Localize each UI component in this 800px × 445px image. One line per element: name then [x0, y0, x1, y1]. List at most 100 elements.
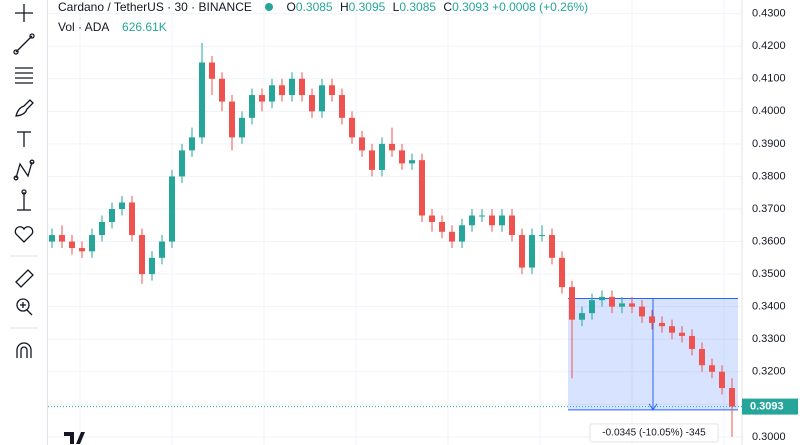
y-tick-label: 0.3200 — [752, 366, 786, 378]
candle-body — [729, 388, 735, 407]
y-tick-label: 0.4100 — [752, 73, 786, 85]
y-tick-label: 0.3300 — [752, 333, 786, 345]
candle-body — [629, 303, 635, 307]
candle-body — [369, 150, 375, 170]
candle-body — [159, 241, 165, 258]
trend-line-tool[interactable] — [13, 33, 35, 55]
y-tick-label: 0.3500 — [752, 268, 786, 280]
symbol[interactable]: Cardano / TetherUS · 30 · BINANCE — [58, 0, 252, 14]
candle-body — [409, 160, 415, 164]
candle-body — [389, 143, 395, 151]
candle-body — [559, 257, 565, 288]
candle-body — [459, 225, 465, 242]
measure-label-bg — [589, 423, 719, 443]
y-tick-label: 0.4000 — [752, 105, 786, 117]
candle-body — [709, 365, 715, 372]
candle-body — [269, 85, 275, 102]
fib-tool[interactable] — [15, 67, 33, 84]
candle-body — [279, 85, 285, 96]
candle-body — [49, 235, 55, 242]
candle-body — [329, 85, 335, 96]
candle-body — [359, 137, 365, 151]
candle-body — [259, 95, 265, 102]
measure-arrowhead — [648, 403, 658, 411]
candle-body — [589, 300, 595, 314]
candle-body — [59, 235, 65, 242]
candle-body — [99, 222, 105, 236]
candle-body — [599, 296, 605, 301]
candle-body — [319, 85, 325, 112]
ruler-tool[interactable] — [15, 269, 34, 288]
text-tool[interactable] — [17, 131, 31, 147]
volume-value: 626.61K — [122, 20, 167, 34]
candle-body — [479, 215, 485, 217]
ohlc-key: O — [286, 0, 296, 14]
ohlc-key: C — [443, 0, 453, 14]
y-tick-label: 0.3800 — [752, 170, 786, 182]
toolbar — [0, 0, 48, 445]
candle-body — [189, 137, 195, 151]
candle-body — [89, 235, 95, 252]
candle-body — [209, 62, 215, 79]
crosshair-tool[interactable] — [15, 4, 33, 22]
candle-body — [109, 208, 115, 223]
candle-body — [659, 322, 665, 327]
magnet-tool[interactable] — [16, 342, 32, 358]
candle-body — [719, 371, 725, 389]
candle-body — [609, 296, 615, 307]
candle-body — [519, 235, 525, 268]
candle-body — [199, 62, 205, 138]
ohlc-key: L — [392, 0, 400, 14]
candle-body — [439, 222, 445, 232]
candle-body — [379, 143, 385, 170]
candle-body — [579, 313, 585, 320]
candle-body — [619, 303, 625, 307]
pattern-tool[interactable] — [13, 159, 35, 181]
candle-body — [69, 241, 75, 249]
candle-body — [139, 235, 145, 275]
y-tick-label: 0.3900 — [752, 138, 786, 150]
ohlc-value: 0.3085 — [295, 0, 333, 14]
y-tick-label: 0.3000 — [752, 431, 786, 443]
candle-body — [239, 117, 245, 138]
candle-body — [539, 235, 545, 237]
candle-body — [299, 78, 305, 96]
candle-body — [419, 160, 425, 216]
candle-body — [679, 332, 685, 336]
candle-body — [339, 95, 345, 118]
candle-body — [449, 231, 455, 242]
status-dot — [265, 3, 274, 11]
last-price-label: 0.3093 — [750, 400, 784, 412]
y-tick-label: 0.4300 — [752, 8, 786, 20]
candle-body — [229, 101, 235, 138]
measure-tool[interactable] — [17, 189, 31, 211]
candle-body — [569, 287, 575, 320]
candle-body — [179, 150, 185, 177]
candle-body — [549, 235, 555, 258]
last-price-tag — [742, 398, 798, 415]
candle-body — [169, 176, 175, 242]
candle-body — [639, 306, 645, 317]
candle-body — [689, 335, 695, 349]
candle-body — [219, 78, 225, 102]
ohlc-value: 0.3093 — [452, 0, 489, 14]
candle-body — [129, 202, 135, 236]
candle-body — [249, 95, 255, 118]
symbol-row: Cardano / TetherUS · 30 · BINANCE O0.308… — [58, 0, 588, 14]
toolbar-icons — [10, 4, 38, 358]
ohlc-value: 0.3085 — [399, 0, 437, 14]
brush-tool[interactable] — [15, 99, 34, 117]
candle-body — [289, 78, 295, 96]
favorites-tool[interactable] — [14, 226, 34, 243]
candle-body — [119, 202, 125, 209]
candle-body — [399, 150, 405, 164]
candle-body — [699, 348, 705, 366]
volume-label: Vol · ADA — [58, 20, 109, 34]
candle-body — [349, 117, 355, 138]
zoom-tool[interactable] — [16, 298, 33, 316]
candle-body — [649, 316, 655, 323]
candle-body — [509, 215, 515, 236]
y-tick-label: 0.3600 — [752, 235, 786, 247]
candle-body — [429, 215, 435, 223]
